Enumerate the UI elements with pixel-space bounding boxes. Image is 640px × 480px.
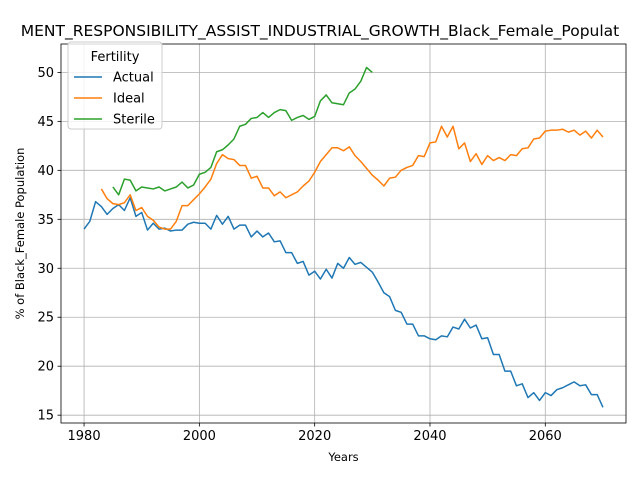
legend-title: Fertility [91, 50, 140, 65]
x-tick-label: 2060 [529, 429, 562, 444]
y-axis-ticks: 15 20 25 30 35 40 45 50 [37, 66, 61, 424]
chart-title: MENT_RESPONSIBILITY_ASSIST_INDUSTRIAL_GR… [21, 22, 620, 41]
y-tick-label: 50 [37, 66, 54, 81]
x-axis-ticks: 1980 2000 2020 2040 2060 [68, 423, 562, 444]
legend-box [67, 41, 163, 130]
plot-frame [60, 43, 627, 424]
legend: Fertility Actual Ideal Sterile [67, 41, 163, 130]
y-axis-label: % of Black_Female Population [13, 148, 27, 320]
y-tick-label: 15 [37, 409, 54, 424]
y-tick-label: 45 [37, 115, 54, 130]
series-line-actual [83, 197, 604, 408]
y-tick-label: 20 [37, 360, 54, 375]
x-tick-label: 2000 [183, 429, 216, 444]
y-tick-label: 40 [37, 164, 54, 179]
series-line-ideal [100, 125, 604, 230]
y-tick-label: 30 [37, 262, 54, 277]
series-line-sterile [112, 66, 373, 196]
x-axis-label: Years [327, 450, 358, 464]
legend-label-ideal: Ideal [113, 92, 145, 107]
y-tick-label: 35 [37, 213, 54, 228]
legend-label-actual: Actual [113, 71, 154, 86]
series-lines [83, 66, 604, 408]
x-tick-label: 2020 [298, 429, 331, 444]
x-tick-label: 2040 [413, 429, 446, 444]
x-tick-label: 1980 [68, 429, 101, 444]
y-tick-label: 25 [37, 311, 54, 326]
legend-label-sterile: Sterile [113, 113, 155, 128]
